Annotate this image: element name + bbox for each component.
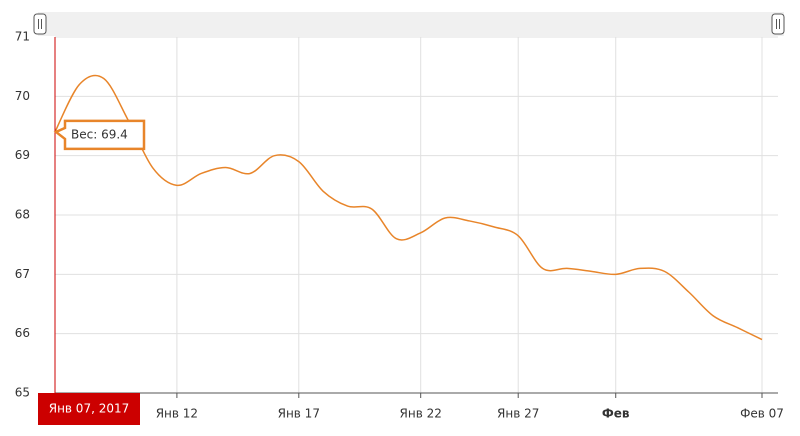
y-tick-label: 66 bbox=[15, 326, 30, 340]
scrollbar-handle-left[interactable] bbox=[33, 13, 47, 35]
tooltip-text: Вес: 69.4 bbox=[71, 127, 128, 141]
x-tick-label: Янв 27 bbox=[497, 407, 539, 421]
line bbox=[54, 74, 763, 341]
y-tick-label: 70 bbox=[15, 89, 30, 103]
y-tick-label: 65 bbox=[15, 386, 30, 400]
scrollbar[interactable] bbox=[38, 12, 784, 36]
cursor-label-bg bbox=[38, 393, 140, 425]
y-tick-label: 67 bbox=[15, 267, 30, 281]
y-tick-label: 71 bbox=[15, 30, 30, 44]
cursor-label: Янв 07, 2017 bbox=[49, 402, 130, 416]
x-tick-label: Янв 22 bbox=[400, 407, 442, 421]
x-tick-label: Фев 07 bbox=[740, 407, 784, 421]
x-tick-label: Фев bbox=[602, 407, 630, 421]
scrollbar-handle-right[interactable] bbox=[771, 13, 785, 35]
y-tick-label: 69 bbox=[15, 148, 30, 162]
x-tick-label: Янв 12 bbox=[156, 407, 198, 421]
x-tick-label: Янв 17 bbox=[278, 407, 320, 421]
y-tick-label: 68 bbox=[15, 208, 30, 222]
tooltip bbox=[53, 119, 146, 151]
